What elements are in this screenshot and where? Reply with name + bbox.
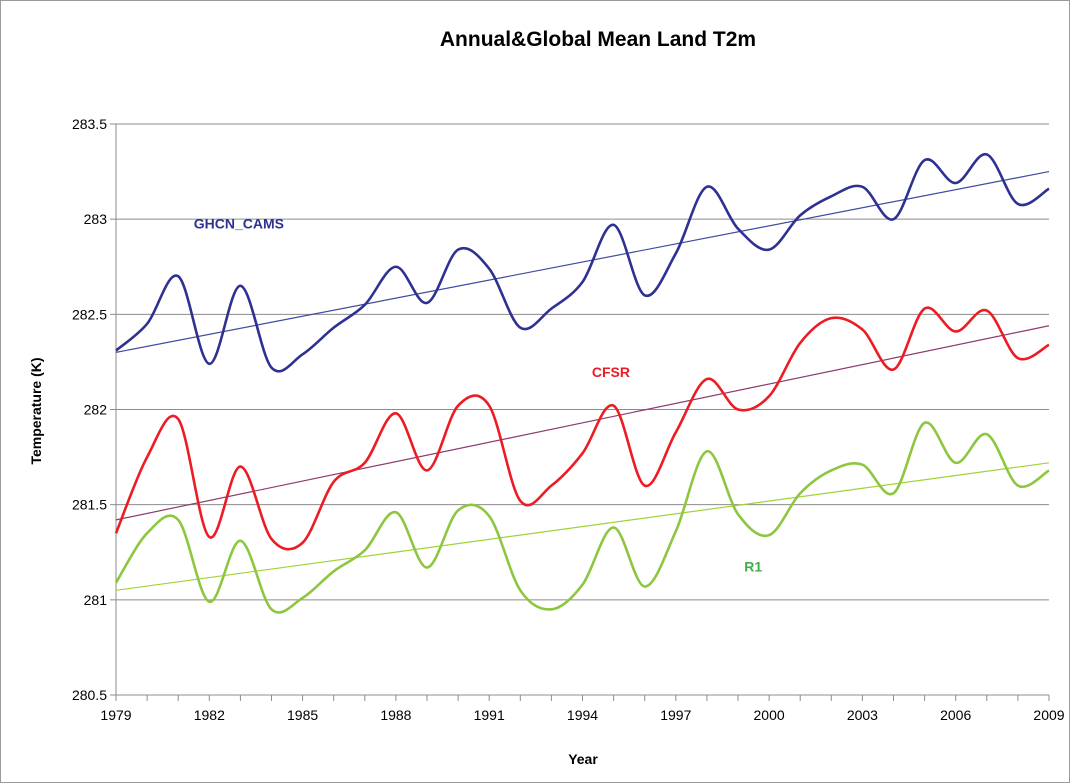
x-tick-label: 2009 xyxy=(1033,707,1064,723)
y-tick-label: 282 xyxy=(84,402,108,418)
chart-title: Annual&Global Mean Land T2m xyxy=(440,28,756,51)
trend-lines xyxy=(115,170,1050,591)
x-tick-label: 2006 xyxy=(940,707,971,723)
y-tick-label: 283.5 xyxy=(72,116,107,132)
x-tick-label: 1985 xyxy=(287,707,318,723)
x-tick-label: 1991 xyxy=(474,707,505,723)
y-tick-label: 281 xyxy=(84,592,108,608)
x-tick-label: 1997 xyxy=(660,707,691,723)
x-tick-label: 1982 xyxy=(194,707,225,723)
x-axis-title: Year xyxy=(568,751,598,767)
y-axis-title: Temperature (K) xyxy=(28,357,44,464)
y-tick-label: 280.5 xyxy=(72,687,107,703)
series-labels: GHCN_CAMS CFSR R1 xyxy=(194,216,763,575)
y-tick-label: 282.5 xyxy=(72,306,107,322)
series-lines xyxy=(114,153,1050,614)
y-tick-label: 283 xyxy=(84,211,108,227)
x-tick-label: 2003 xyxy=(847,707,878,723)
annotation-cfsr: CFSR xyxy=(592,364,630,380)
gridlines xyxy=(116,123,1049,601)
axes xyxy=(110,123,1050,701)
x-tick-label: 1979 xyxy=(100,707,131,723)
x-tick-label: 2000 xyxy=(754,707,785,723)
tick-labels: 280.5 281 281.5 282 282.5 283 283.5 1979 1982 198… xyxy=(72,116,1065,723)
x-tick-label: 1994 xyxy=(567,707,598,723)
y-tick-label: 281.5 xyxy=(72,497,107,513)
trend-line-r1 xyxy=(115,462,1050,591)
trend-line-ghcn-cams xyxy=(115,170,1050,353)
trend-line-cfsr xyxy=(115,325,1050,521)
series-line-cfsr xyxy=(114,306,1050,551)
annotation-ghcn-cams: GHCN_CAMS xyxy=(194,216,284,232)
series-line-r1 xyxy=(114,421,1050,614)
series-line-ghcn-cams xyxy=(115,153,1050,373)
x-tick-label: 1988 xyxy=(380,707,411,723)
annotation-r1: R1 xyxy=(744,558,762,574)
